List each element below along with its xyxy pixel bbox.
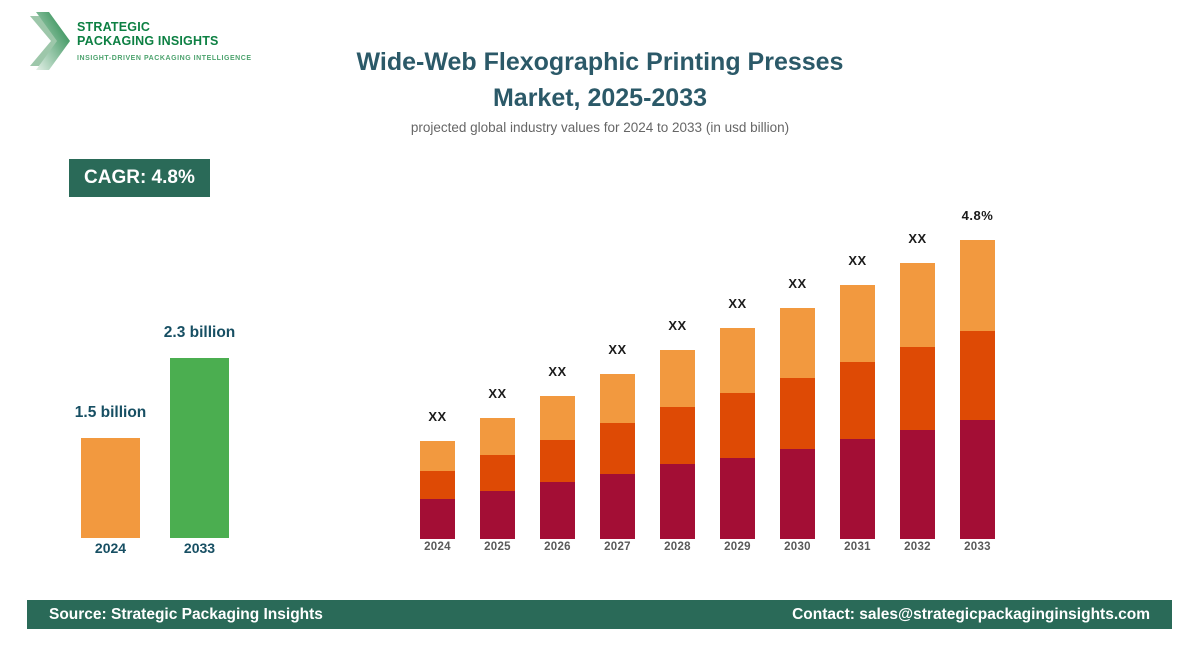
page-title: Wide-Web Flexographic Printing Presses M… xyxy=(0,44,1200,116)
bar-total-label: XX xyxy=(548,364,567,379)
axis-tick-label: 2030 xyxy=(784,541,811,553)
title-line2: Market, 2025-2033 xyxy=(492,84,708,112)
title-line1: Wide-Web Flexographic Printing Presses xyxy=(356,48,844,76)
bar-segment-top xyxy=(960,240,995,331)
chevron-front-shape xyxy=(36,12,70,70)
axis-tick-label: 2024 xyxy=(424,541,451,553)
axis-tick-label: 2025 xyxy=(484,541,511,553)
stacked-bar-group-2033: 4.8% 2033 xyxy=(960,204,995,558)
bar-segment-top xyxy=(660,350,695,407)
bar-value-label: 2.3 billion xyxy=(163,324,236,341)
stacked-bar-group-2029: XX 2029 xyxy=(720,204,755,558)
bar-segment-middle xyxy=(660,407,695,464)
bar-segment-middle xyxy=(960,331,995,420)
brand-name-line2: PACKAGING INSIGHTS xyxy=(77,34,219,48)
bar-segment-bottom xyxy=(540,482,575,539)
axis-tick-label: 2033 xyxy=(964,541,991,553)
brand-text: STRATEGIC PACKAGING INSIGHTS INSIGHT-DRI… xyxy=(77,12,252,70)
stacked-bar-group-2027: XX 2027 xyxy=(600,204,635,558)
bar-total-label: 4.8% xyxy=(961,208,994,223)
bar-segment-middle xyxy=(840,362,875,439)
brand-tagline: INSIGHT-DRIVEN PACKAGING INTELLIGENCE xyxy=(77,55,252,62)
bar-segment-top xyxy=(780,308,815,378)
source-text: Source: Strategic Packaging Insights xyxy=(49,605,323,623)
bar-segment-middle xyxy=(420,471,455,499)
bar-segment-top xyxy=(600,374,635,423)
bar-segment-bottom xyxy=(600,474,635,539)
bar-2024 xyxy=(81,438,140,538)
bar-segment-bottom xyxy=(780,449,815,539)
bar-total-label: XX xyxy=(788,276,807,291)
bar-segment-middle xyxy=(780,378,815,449)
bar-segment-bottom xyxy=(660,464,695,539)
axis-tick-label: 2027 xyxy=(604,541,631,553)
mini-bar-group-2024: 1.5 billion 2024 xyxy=(75,320,146,558)
bar-segment-middle xyxy=(600,423,635,474)
bar-segment-middle xyxy=(480,455,515,491)
bar-segment-middle xyxy=(720,393,755,458)
bar-total-label: XX xyxy=(848,253,867,268)
page-subtitle: projected global industry values for 202… xyxy=(410,120,790,135)
bar-segment-top xyxy=(540,396,575,440)
growth-summary-chart: 1.5 billion 2024 2.3 billion 2033 xyxy=(75,320,235,558)
bar-segment-bottom xyxy=(960,420,995,539)
bar-segment-bottom xyxy=(900,430,935,539)
bar-segment-top xyxy=(720,328,755,393)
contact-text: Contact: sales@strategicpackaginginsight… xyxy=(792,605,1150,623)
bar-segment-top xyxy=(480,418,515,455)
axis-tick-label: 2031 xyxy=(844,541,871,553)
bar-total-label: XX xyxy=(728,296,747,311)
axis-tick-label: 2026 xyxy=(544,541,571,553)
stacked-bar-group-2025: XX 2025 xyxy=(480,204,515,558)
stacked-bar-group-2032: XX 2032 xyxy=(900,204,935,558)
bar-total-label: XX xyxy=(908,231,927,246)
bar-segment-middle xyxy=(540,440,575,482)
axis-tick-label: 2028 xyxy=(664,541,691,553)
axis-tick-label: 2033 xyxy=(183,540,216,556)
stacked-bar-group-2024: XX 2024 xyxy=(420,204,455,558)
logo-chevron-icon xyxy=(30,12,70,70)
bar-segment-bottom xyxy=(720,458,755,539)
yearly-projection-chart: XX 2024 XX 2025 XX 2026 XX 2027 XX 2028 XX 2029 XX 20… xyxy=(420,204,995,558)
stacked-bar-group-2030: XX 2030 xyxy=(780,204,815,558)
bar-value-label: 1.5 billion xyxy=(74,404,147,421)
mini-bar-group-2033: 2.3 billion 2033 xyxy=(164,320,235,558)
chart-header: Wide-Web Flexographic Printing Presses M… xyxy=(0,44,1200,135)
bar-total-label: XX xyxy=(488,386,507,401)
bar-segment-bottom xyxy=(480,491,515,539)
stacked-bar-group-2031: XX 2031 xyxy=(840,204,875,558)
bar-2033 xyxy=(170,358,229,538)
cagr-badge: CAGR: 4.8% xyxy=(69,159,210,197)
stacked-bar-group-2026: XX 2026 xyxy=(540,204,575,558)
stacked-bar-group-2028: XX 2028 xyxy=(660,204,695,558)
bar-segment-top xyxy=(900,263,935,347)
bar-segment-bottom xyxy=(420,499,455,539)
chevron-back-shape xyxy=(30,16,60,66)
axis-tick-label: 2029 xyxy=(724,541,751,553)
bar-total-label: XX xyxy=(428,409,447,424)
bar-total-label: XX xyxy=(608,342,627,357)
brand-name-line1: STRATEGIC xyxy=(77,20,151,34)
bar-total-label: XX xyxy=(668,318,687,333)
bar-segment-middle xyxy=(900,347,935,430)
footer-bar: Source: Strategic Packaging Insights Con… xyxy=(27,600,1172,629)
axis-tick-label: 2032 xyxy=(904,541,931,553)
axis-tick-label: 2024 xyxy=(94,540,127,556)
bar-segment-top xyxy=(420,441,455,471)
brand-logo: STRATEGIC PACKAGING INSIGHTS INSIGHT-DRI… xyxy=(30,12,252,70)
bar-segment-bottom xyxy=(840,439,875,539)
bar-segment-top xyxy=(840,285,875,362)
